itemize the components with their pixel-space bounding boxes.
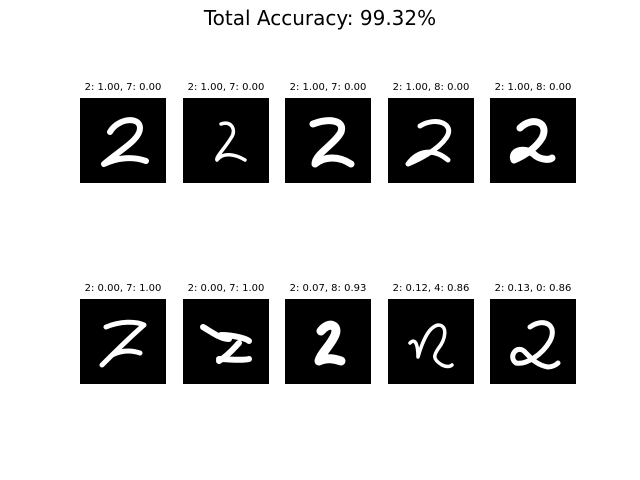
panel-title: 2: 1.00, 8: 0.00: [392, 82, 470, 93]
panel-title: 2: 0.07, 8: 0.93: [289, 283, 367, 294]
digit-image: [80, 98, 166, 183]
digit-image: [183, 98, 269, 183]
digit-image: [183, 299, 269, 384]
panel-title: 2: 0.00, 7: 1.00: [187, 283, 265, 294]
figure-title: Total Accuracy: 99.32%: [203, 6, 437, 30]
panel-title: 2: 1.00, 7: 0.00: [187, 82, 265, 93]
digit-image: [285, 98, 371, 183]
panel-title: 2: 0.12, 4: 0.86: [392, 283, 470, 294]
digit-image: [285, 299, 371, 384]
panel-title: 2: 1.00, 7: 0.00: [84, 82, 162, 93]
digit-image: [388, 299, 474, 384]
panel-title: 2: 0.13, 0: 0.86: [494, 283, 572, 294]
digit-image: [388, 98, 474, 183]
panel-title: 2: 1.00, 8: 0.00: [494, 82, 572, 93]
digit-image: [80, 299, 166, 384]
digit-image: [490, 98, 576, 183]
digit-image: [490, 299, 576, 384]
panel-title: 2: 0.00, 7: 1.00: [84, 283, 162, 294]
panel-title: 2: 1.00, 7: 0.00: [289, 82, 367, 93]
